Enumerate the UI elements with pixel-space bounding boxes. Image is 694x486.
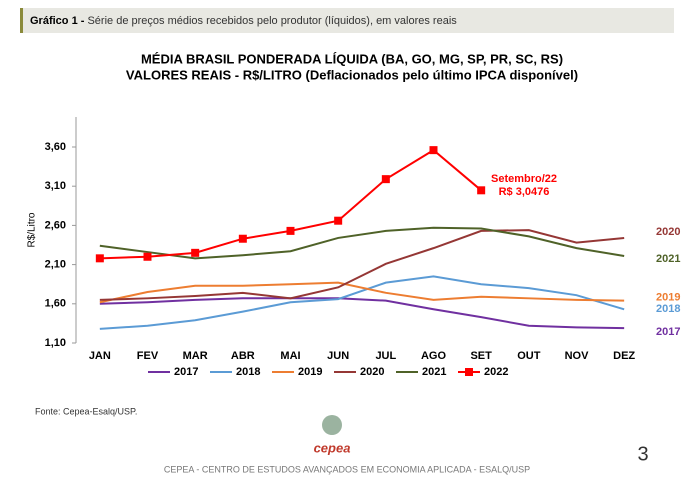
series-marker	[334, 216, 343, 225]
chart-title: MÉDIA BRASIL PONDERADA LÍQUIDA (BA, GO, …	[141, 51, 563, 66]
organization: CEPEA - CENTRO DE ESTUDOS AVANÇADOS EM E…	[164, 464, 530, 474]
y-tick-label: 2,60	[45, 219, 66, 231]
header-band	[20, 8, 674, 33]
annotation-title: Setembro/22	[491, 173, 557, 185]
series-marker	[477, 186, 486, 195]
y-tick-label: 2,10	[45, 259, 66, 271]
series-line	[99, 148, 482, 260]
header: Gráfico 1 - Série de preços médios receb…	[30, 15, 457, 27]
x-tick-label: MAR	[183, 350, 208, 362]
series-marker	[143, 252, 152, 261]
x-tick-label: FEV	[137, 350, 159, 362]
y-axis-label: R$/Litro	[27, 212, 38, 247]
legend-label: 2021	[422, 366, 446, 378]
header-accent	[20, 8, 23, 33]
series-end-label: 2020	[656, 226, 680, 238]
x-tick-label: DEZ	[613, 350, 635, 362]
series-line	[99, 275, 625, 330]
header-label: Gráfico 1 -	[30, 15, 85, 27]
y-tick-label: 3,10	[45, 180, 66, 192]
source: Fonte: Cepea-Esalq/USP.	[35, 406, 137, 416]
page-number: 3	[637, 443, 648, 465]
series-end-label: 2017	[656, 326, 680, 338]
legend-label: 2022	[484, 366, 508, 378]
header-title: Série de preços médios recebidos pelo pr…	[87, 15, 457, 27]
legend-label: 2019	[298, 366, 322, 378]
x-tick-label: JUL	[375, 350, 396, 362]
series-marker	[429, 146, 438, 155]
x-tick-label: MAI	[280, 350, 300, 362]
series-line	[99, 281, 625, 304]
x-tick-label: OUT	[517, 350, 541, 362]
series-line	[99, 297, 625, 330]
series-marker	[95, 254, 104, 263]
series-marker	[286, 226, 295, 235]
series-marker	[381, 175, 390, 184]
series-line	[99, 229, 625, 301]
x-tick-label: SET	[470, 350, 492, 362]
x-tick-label: JAN	[89, 350, 111, 362]
series-end-label: 2019	[656, 292, 680, 304]
legend-label: 2017	[174, 366, 198, 378]
logo-globe	[322, 415, 342, 435]
chart-subtitle: VALORES REAIS - R$/LITRO (Deflacionados …	[126, 67, 578, 82]
y-tick-label: 1,60	[45, 298, 66, 310]
series-end-label: 2021	[656, 253, 680, 265]
y-tick-label: 1,10	[45, 337, 66, 349]
x-tick-label: AGO	[421, 350, 447, 362]
series-end-label: 2018	[656, 303, 680, 315]
legend-label: 2020	[360, 366, 384, 378]
series-line	[99, 226, 625, 260]
x-tick-label: JUN	[327, 350, 349, 362]
logo: cepea	[314, 440, 351, 455]
legend-label: 2018	[236, 366, 260, 378]
series-marker	[191, 248, 200, 257]
x-tick-label: NOV	[565, 350, 590, 362]
series-marker	[238, 234, 247, 243]
legend-marker	[465, 368, 473, 376]
annotation-label: R$ 3,0476	[499, 186, 550, 198]
y-tick-label: 3,60	[45, 141, 66, 153]
x-tick-label: ABR	[231, 350, 255, 362]
